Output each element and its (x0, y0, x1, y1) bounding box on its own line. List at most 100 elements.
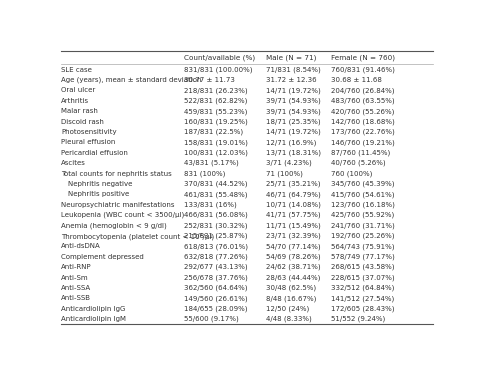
Text: 40/760 (5.26%): 40/760 (5.26%) (332, 160, 386, 167)
Text: 483/760 (63.55%): 483/760 (63.55%) (332, 98, 395, 104)
Text: 142/760 (18.68%): 142/760 (18.68%) (332, 118, 395, 125)
Text: 24/62 (38.71%): 24/62 (38.71%) (267, 264, 321, 270)
Text: 13/71 (18.31%): 13/71 (18.31%) (267, 150, 321, 156)
Text: 30/48 (62.5%): 30/48 (62.5%) (267, 285, 317, 291)
Text: Count/available (%): Count/available (%) (184, 55, 255, 61)
Text: Discoid rash: Discoid rash (61, 119, 104, 125)
Text: Anemia (hemoglobin < 9 g/dl): Anemia (hemoglobin < 9 g/dl) (61, 222, 167, 229)
Text: Arthritis: Arthritis (61, 98, 89, 104)
Text: 31.72 ± 12.36: 31.72 ± 12.36 (267, 77, 317, 83)
Text: 14/71 (19.72%): 14/71 (19.72%) (267, 129, 321, 135)
Text: 43/831 (5.17%): 43/831 (5.17%) (184, 160, 239, 167)
Text: Female (N = 760): Female (N = 760) (332, 55, 395, 61)
Text: 141/512 (27.54%): 141/512 (27.54%) (332, 295, 395, 302)
Text: 252/831 (30.32%): 252/831 (30.32%) (184, 222, 248, 229)
Text: 215/831 (25.87%): 215/831 (25.87%) (184, 233, 248, 239)
Text: 100/831 (12.03%): 100/831 (12.03%) (184, 150, 248, 156)
Text: 30.68 ± 11.68: 30.68 ± 11.68 (332, 77, 382, 83)
Text: 187/831 (22.5%): 187/831 (22.5%) (184, 129, 243, 135)
Text: Age (years), mean ± standard deviation: Age (years), mean ± standard deviation (61, 77, 201, 83)
Text: 831/831 (100.00%): 831/831 (100.00%) (184, 66, 253, 73)
Text: 18/71 (25.35%): 18/71 (25.35%) (267, 118, 321, 125)
Text: 831 (100%): 831 (100%) (184, 170, 226, 177)
Text: 332/512 (64.84%): 332/512 (64.84%) (332, 285, 395, 291)
Text: 39/71 (54.93%): 39/71 (54.93%) (267, 108, 321, 115)
Text: 4/48 (8.33%): 4/48 (8.33%) (267, 316, 312, 322)
Text: 425/760 (55.92%): 425/760 (55.92%) (332, 212, 395, 219)
Text: 10/71 (14.08%): 10/71 (14.08%) (267, 202, 321, 208)
Text: 55/600 (9.17%): 55/600 (9.17%) (184, 316, 239, 322)
Text: 149/560 (26.61%): 149/560 (26.61%) (184, 295, 248, 302)
Text: 46/71 (64.79%): 46/71 (64.79%) (267, 191, 321, 198)
Text: 39/71 (54.93%): 39/71 (54.93%) (267, 98, 321, 104)
Text: 618/813 (76.01%): 618/813 (76.01%) (184, 243, 248, 250)
Text: 420/760 (55.26%): 420/760 (55.26%) (332, 108, 395, 115)
Text: 415/760 (54.61%): 415/760 (54.61%) (332, 191, 395, 198)
Text: Malar rash: Malar rash (61, 108, 98, 114)
Text: 30.77 ± 11.73: 30.77 ± 11.73 (184, 77, 235, 83)
Text: 192/760 (25.26%): 192/760 (25.26%) (332, 233, 395, 239)
Text: 71 (100%): 71 (100%) (267, 170, 303, 177)
Text: 760/831 (91.46%): 760/831 (91.46%) (332, 66, 395, 73)
Text: 466/831 (56.08%): 466/831 (56.08%) (184, 212, 248, 219)
Text: 11/71 (15.49%): 11/71 (15.49%) (267, 222, 321, 229)
Text: Thrombocytopenia (platelet count < 10²/μl): Thrombocytopenia (platelet count < 10²/μ… (61, 232, 214, 240)
Text: 292/677 (43.13%): 292/677 (43.13%) (184, 264, 248, 270)
Text: 459/831 (55.23%): 459/831 (55.23%) (184, 108, 248, 115)
Text: 3/71 (4.23%): 3/71 (4.23%) (267, 160, 312, 167)
Text: 461/831 (55.48%): 461/831 (55.48%) (184, 191, 248, 198)
Text: 158/831 (19.01%): 158/831 (19.01%) (184, 139, 248, 146)
Text: 256/678 (37.76%): 256/678 (37.76%) (184, 274, 248, 281)
Text: 241/760 (31.71%): 241/760 (31.71%) (332, 222, 395, 229)
Text: 760 (100%): 760 (100%) (332, 170, 373, 177)
Text: Pericardial effusion: Pericardial effusion (61, 150, 128, 156)
Text: Anticardiolipin IgM: Anticardiolipin IgM (61, 316, 126, 322)
Text: 28/63 (44.44%): 28/63 (44.44%) (267, 274, 321, 281)
Text: Anti-SSB: Anti-SSB (61, 295, 91, 301)
Text: 71/831 (8.54%): 71/831 (8.54%) (267, 66, 321, 73)
Text: Anticardiolipin IgG: Anticardiolipin IgG (61, 306, 125, 312)
Text: 8/48 (16.67%): 8/48 (16.67%) (267, 295, 317, 302)
Text: Anti-SSA: Anti-SSA (61, 285, 91, 291)
Text: 522/831 (62.82%): 522/831 (62.82%) (184, 98, 248, 104)
Text: 51/552 (9.24%): 51/552 (9.24%) (332, 316, 386, 322)
Text: Neuropsychiatric manifestations: Neuropsychiatric manifestations (61, 202, 174, 208)
Text: 14/71 (19.72%): 14/71 (19.72%) (267, 87, 321, 94)
Text: Ascites: Ascites (61, 160, 86, 166)
Text: Nephritis negative: Nephritis negative (68, 181, 133, 187)
Text: Pleural effusion: Pleural effusion (61, 139, 115, 145)
Text: 184/655 (28.09%): 184/655 (28.09%) (184, 306, 248, 312)
Text: 23/71 (32.39%): 23/71 (32.39%) (267, 233, 321, 239)
Text: Complement depressed: Complement depressed (61, 254, 144, 260)
Text: 123/760 (16.18%): 123/760 (16.18%) (332, 202, 395, 208)
Text: Oral ulcer: Oral ulcer (61, 87, 95, 93)
Text: 146/760 (19.21%): 146/760 (19.21%) (332, 139, 395, 146)
Text: 564/743 (75.91%): 564/743 (75.91%) (332, 243, 395, 250)
Text: 345/760 (45.39%): 345/760 (45.39%) (332, 181, 395, 187)
Text: 362/560 (64.64%): 362/560 (64.64%) (184, 285, 248, 291)
Text: 218/831 (26.23%): 218/831 (26.23%) (184, 87, 248, 94)
Text: 12/71 (16.9%): 12/71 (16.9%) (267, 139, 317, 146)
Text: 632/818 (77.26%): 632/818 (77.26%) (184, 254, 248, 260)
Text: 228/615 (37.07%): 228/615 (37.07%) (332, 274, 395, 281)
Text: 173/760 (22.76%): 173/760 (22.76%) (332, 129, 395, 135)
Text: 133/831 (16%): 133/831 (16%) (184, 202, 237, 208)
Text: 160/831 (19.25%): 160/831 (19.25%) (184, 118, 248, 125)
Text: 268/615 (43.58%): 268/615 (43.58%) (332, 264, 395, 270)
Text: Anti-RNP: Anti-RNP (61, 264, 92, 270)
Text: Male (N = 71): Male (N = 71) (267, 55, 317, 61)
Text: 204/760 (26.84%): 204/760 (26.84%) (332, 87, 395, 94)
Text: Anti-dsDNA: Anti-dsDNA (61, 243, 101, 249)
Text: 54/70 (77.14%): 54/70 (77.14%) (267, 243, 321, 250)
Text: 12/50 (24%): 12/50 (24%) (267, 306, 310, 312)
Text: Anti-Sm: Anti-Sm (61, 274, 89, 281)
Text: SLE case: SLE case (61, 67, 92, 73)
Text: 370/831 (44.52%): 370/831 (44.52%) (184, 181, 248, 187)
Text: Total counts for nephritis status: Total counts for nephritis status (61, 171, 172, 177)
Text: Nephritis positive: Nephritis positive (68, 191, 130, 197)
Text: 41/71 (57.75%): 41/71 (57.75%) (267, 212, 321, 219)
Text: Photosensitivity: Photosensitivity (61, 129, 117, 135)
Text: 172/605 (28.43%): 172/605 (28.43%) (332, 306, 395, 312)
Text: 25/71 (35.21%): 25/71 (35.21%) (267, 181, 321, 187)
Text: Leukopenia (WBC count < 3500/μl): Leukopenia (WBC count < 3500/μl) (61, 212, 184, 219)
